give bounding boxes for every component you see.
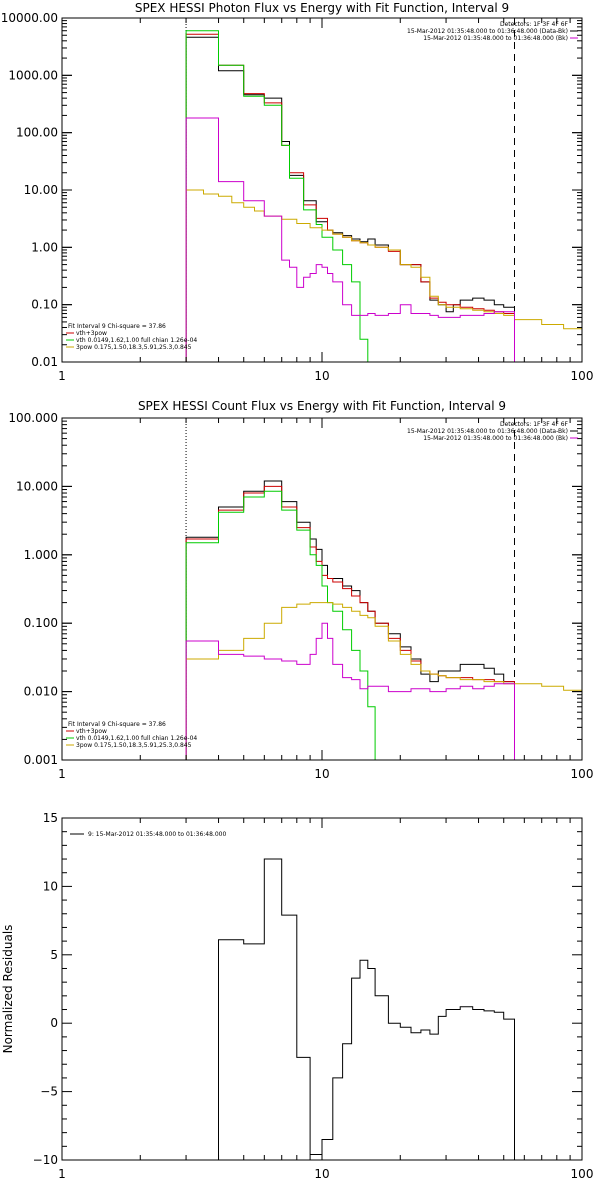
photon-flux-ticks: 1 10 100 10000.00 1000.00 100.00 10.00 1.00 0.10… [1,11,594,383]
photon-legend-entry: vth+3pow [76,330,107,337]
count-header-line: 15-Mar-2012 01:35:48.000 to 01:36:48.000… [423,435,568,442]
photon-series-3 [185,189,582,362]
count-ytick-label: 1.000 [24,548,58,562]
residuals-ylabel: Normalized Residuals [1,925,15,1054]
residuals-panel: 1 10 100 15 10 5 0 −5 −10 9: 15-Mar-2012 01:35:4… [1,811,593,1181]
count-flux-frame [61,417,583,761]
count-flux-marks [185,418,582,761]
count-header-line: Detectors: 1F 3F 4F 6F [500,421,569,428]
photon-header-line: 15-Mar-2012 01:35:48.000 to 01:36:48.000… [407,28,568,35]
photon-flux-marks [185,18,582,363]
photon-ytick-label: 100.00 [16,126,58,140]
count-series-1 [185,485,515,760]
count-xtick-label: 10 [314,767,329,781]
photon-series-1 [185,33,515,362]
count-ytick-label: 100.000 [8,411,58,425]
count-series-4 [185,622,515,760]
photon-series-2 [185,30,376,363]
photon-series-4 [185,117,515,362]
count-ytick-label: 0.010 [24,685,58,699]
count-ytick-label: 0.001 [24,753,58,767]
photon-ytick-label: 10.00 [24,183,58,197]
residuals-marks [186,858,515,1161]
count-xtick-label: 1 [58,767,66,781]
photon-ytick-label: 0.10 [31,298,58,312]
photon-ytick-label: 0.01 [31,355,58,369]
count-legend-entry: 3pow 0.175,1.50,18.3,5.91,25.3,0.845 [76,742,192,749]
photon-ytick-label: 1000.00 [8,68,58,82]
count-legend-entry: Fit Interval 9 Chi-square = 37.86 [68,721,166,728]
photon-flux-title: SPEX HESSI Photon Flux vs Energy with Fi… [135,1,509,15]
photon-xtick-label: 100 [571,369,594,383]
resid-ytick-label: 5 [50,948,58,962]
count-ytick-label: 0.100 [24,616,58,630]
photon-header-line: Detectors: 1F 3F 4F 6F [500,21,569,28]
photon-xtick-label: 1 [58,369,66,383]
photon-legend-entry: Fit Interval 9 Chi-square = 37.86 [68,323,166,330]
photon-series-0 [185,36,515,362]
photon-legend-entry: 3pow 0.175,1.50,18.3,5.91,25.3,0.845 [76,344,192,351]
count-flux-panel: SPEX HESSI Count Flux vs Energy with Fit… [8,399,593,781]
count-series-3 [185,602,582,760]
photon-flux-frame [61,17,583,363]
photon-legend-entry: vth 0.0149,1.62,1.00 full chian 1.26e-04 [76,337,197,344]
count-series-2 [185,490,382,761]
resid-series-0 [186,858,515,1161]
resid-ytick-label: 0 [50,1016,58,1030]
resid-xtick-label: 1 [58,1167,66,1181]
photon-ytick-label: 10000.00 [1,11,58,25]
count-series-0 [185,480,515,760]
count-flux-title: SPEX HESSI Count Flux vs Energy with Fit… [138,399,506,413]
resid-legend-entry: 9: 15-Mar-2012 01:35:48.000 to 01:36:48.… [88,831,226,838]
photon-flux-panel: SPEX HESSI Photon Flux vs Energy with Fi… [1,1,594,383]
photon-xtick-label: 10 [314,369,329,383]
count-header-line: 15-Mar-2012 01:35:48.000 to 01:36:48.000… [407,428,568,435]
count-legend-entry: vth+3pow [76,728,107,735]
photon-header-line: 15-Mar-2012 01:35:48.000 to 01:36:48.000… [423,35,568,42]
count-legend-entry: vth 0.0149,1.62,1.00 full chian 1.26e-04 [76,735,197,742]
resid-ytick-label: 15 [43,811,58,825]
count-flux-ticks: 1 10 100 100.000 10.000 1.000 0.100 0.010 0.001 [8,411,593,781]
resid-ytick-label: −10 [33,1153,58,1167]
residuals-ticks: 1 10 100 15 10 5 0 −5 −10 [33,811,594,1181]
resid-xtick-label: 100 [571,1167,594,1181]
resid-ytick-label: 10 [43,879,58,893]
residuals-frame [61,817,583,1161]
count-xtick-label: 100 [571,767,594,781]
count-ytick-label: 10.000 [16,479,58,493]
photon-ytick-label: 1.00 [31,240,58,254]
residuals-legend: 9: 15-Mar-2012 01:35:48.000 to 01:36:48.… [70,831,226,838]
resid-ytick-label: −5 [40,1085,58,1099]
resid-xtick-label: 10 [314,1167,329,1181]
